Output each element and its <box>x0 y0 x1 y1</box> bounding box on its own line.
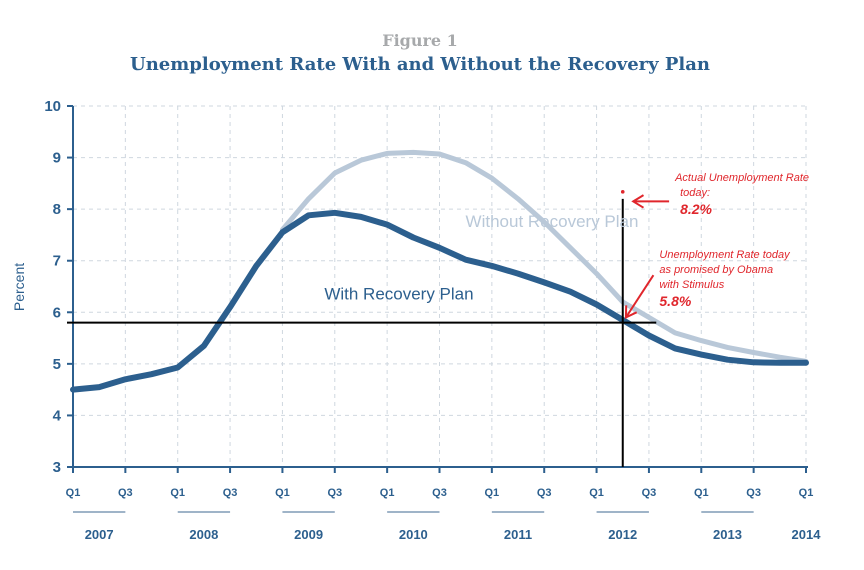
with-plan-line <box>70 209 809 393</box>
y-tick-label: 3 <box>53 459 61 476</box>
y-tick-label: 4 <box>53 407 62 424</box>
actual-rate-point <box>620 190 625 194</box>
x-quarter-label: Q3 <box>118 487 133 499</box>
x-quarter-label: Q3 <box>537 487 552 499</box>
annotation-value: 5.8% <box>659 293 691 309</box>
grid <box>73 105 807 467</box>
y-tick-label: 6 <box>53 304 61 321</box>
x-year-label: 2010 <box>399 527 428 542</box>
x-year-label: 2013 <box>713 527 742 542</box>
annotation-text: Actual Unemployment Rate <box>674 172 809 184</box>
x-year-label: 2008 <box>189 527 218 542</box>
series-lines <box>70 149 809 393</box>
x-quarter-label: Q1 <box>694 487 709 499</box>
x-quarter-label: Q1 <box>380 487 395 499</box>
with-plan-label: With Recovery Plan <box>324 284 473 303</box>
annotation-arrowhead <box>624 305 638 319</box>
y-tick-label: 8 <box>53 201 61 218</box>
figure-label: Figure 1 <box>382 31 458 50</box>
x-quarter-label: Q3 <box>642 487 657 499</box>
x-year-label: 2012 <box>608 527 637 542</box>
y-axis-label: Percent <box>11 263 27 311</box>
annotation-arrow <box>625 274 655 318</box>
series-labels: Without Recovery Plan With Recovery Plan <box>324 212 638 303</box>
x-year-label: 2011 <box>504 527 532 542</box>
y-tick-label: 7 <box>53 253 61 270</box>
x-year-label: 2014 <box>792 527 822 542</box>
x-quarter-label: Q3 <box>223 487 238 499</box>
x-quarter-label: Q1 <box>485 487 500 499</box>
annotation-value: 8.2% <box>680 201 712 217</box>
without-plan-label: Without Recovery Plan <box>466 212 639 231</box>
x-year-label: 2007 <box>85 527 114 542</box>
annotation-text: Unemployment Rate today <box>659 249 791 261</box>
annotations: Actual Unemployment Rate today: 8.2% Unempl… <box>624 172 809 319</box>
x-quarter-label: Q1 <box>799 487 814 499</box>
annotation-text: today: <box>680 187 710 199</box>
x-quarter-label: Q3 <box>432 487 447 499</box>
x-quarter-label: Q1 <box>589 487 604 499</box>
without-plan-line <box>279 149 809 364</box>
x-quarter-label: Q1 <box>66 487 81 499</box>
y-tick-label: 5 <box>53 356 61 373</box>
annotation-text: as promised by Obama <box>659 264 773 276</box>
x-quarter-label: Q3 <box>746 487 761 499</box>
annotation-arrowhead <box>631 194 645 209</box>
x-quarter-label: Q1 <box>170 487 185 499</box>
y-tick-label: 9 <box>53 150 61 167</box>
annotation-text: with Stimulus <box>659 279 724 291</box>
x-quarter-label: Q1 <box>275 487 290 499</box>
chart-title: Unemployment Rate With and Without the R… <box>130 54 710 75</box>
reference-lines <box>67 190 657 467</box>
x-year-label: 2009 <box>294 527 323 542</box>
x-quarter-label: Q3 <box>327 487 342 499</box>
y-tick-label: 10 <box>44 98 61 115</box>
axes: 3 4 5 6 7 8 9 10 Q1 Q3 Q1 Q3 Q1 Q3 Q1 Q3 Q1 Q3 Q1 Q3 Q1 Q3 Q1 2… <box>44 98 821 542</box>
